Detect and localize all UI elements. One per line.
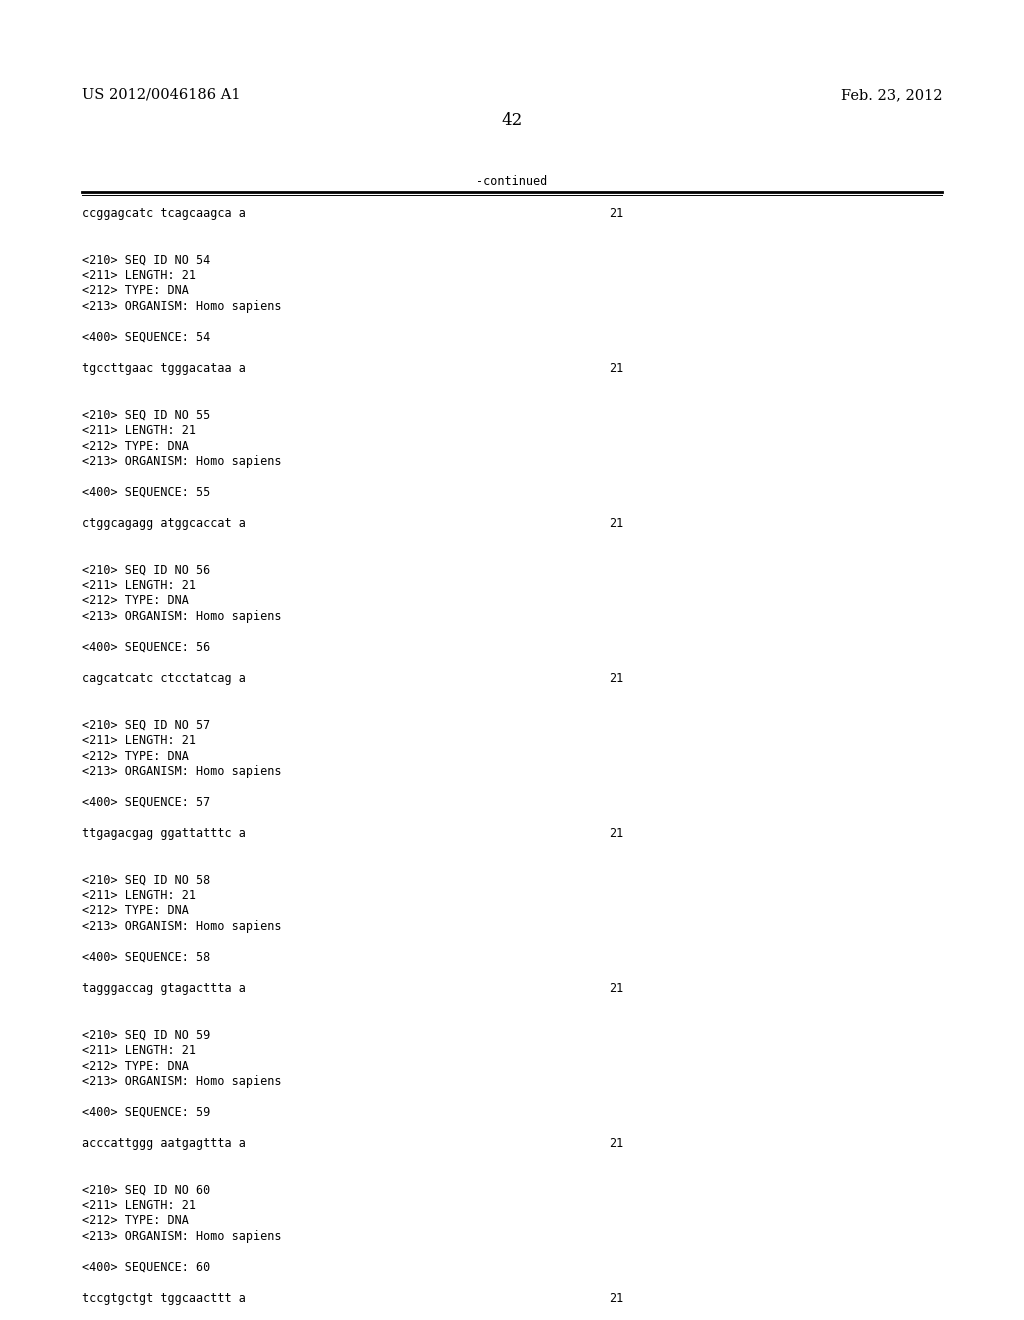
Text: <213> ORGANISM: Homo sapiens: <213> ORGANISM: Homo sapiens: [82, 1230, 282, 1243]
Text: 42: 42: [502, 112, 522, 129]
Text: <213> ORGANISM: Homo sapiens: <213> ORGANISM: Homo sapiens: [82, 300, 282, 313]
Text: <210> SEQ ID NO 59: <210> SEQ ID NO 59: [82, 1028, 210, 1041]
Text: ccggagcatc tcagcaagca a: ccggagcatc tcagcaagca a: [82, 207, 246, 220]
Text: <400> SEQUENCE: 59: <400> SEQUENCE: 59: [82, 1106, 210, 1119]
Text: US 2012/0046186 A1: US 2012/0046186 A1: [82, 88, 241, 102]
Text: 21: 21: [609, 1292, 624, 1305]
Text: <212> TYPE: DNA: <212> TYPE: DNA: [82, 594, 188, 607]
Text: 21: 21: [609, 1137, 624, 1150]
Text: <211> LENGTH: 21: <211> LENGTH: 21: [82, 1044, 196, 1057]
Text: tgccttgaac tgggacataa a: tgccttgaac tgggacataa a: [82, 362, 246, 375]
Text: ttgagacgag ggattatttc a: ttgagacgag ggattatttc a: [82, 828, 246, 840]
Text: <211> LENGTH: 21: <211> LENGTH: 21: [82, 1199, 196, 1212]
Text: <212> TYPE: DNA: <212> TYPE: DNA: [82, 904, 188, 917]
Text: <210> SEQ ID NO 55: <210> SEQ ID NO 55: [82, 408, 210, 421]
Text: <210> SEQ ID NO 54: <210> SEQ ID NO 54: [82, 253, 210, 267]
Text: <213> ORGANISM: Homo sapiens: <213> ORGANISM: Homo sapiens: [82, 766, 282, 777]
Text: <400> SEQUENCE: 60: <400> SEQUENCE: 60: [82, 1261, 210, 1274]
Text: Feb. 23, 2012: Feb. 23, 2012: [841, 88, 942, 102]
Text: <211> LENGTH: 21: <211> LENGTH: 21: [82, 734, 196, 747]
Text: acccattggg aatgagttta a: acccattggg aatgagttta a: [82, 1137, 246, 1150]
Text: <212> TYPE: DNA: <212> TYPE: DNA: [82, 1214, 188, 1228]
Text: <212> TYPE: DNA: <212> TYPE: DNA: [82, 440, 188, 453]
Text: <400> SEQUENCE: 57: <400> SEQUENCE: 57: [82, 796, 210, 809]
Text: <400> SEQUENCE: 54: <400> SEQUENCE: 54: [82, 331, 210, 345]
Text: <210> SEQ ID NO 56: <210> SEQ ID NO 56: [82, 564, 210, 577]
Text: <211> LENGTH: 21: <211> LENGTH: 21: [82, 888, 196, 902]
Text: tagggaccag gtagacttta a: tagggaccag gtagacttta a: [82, 982, 246, 995]
Text: 21: 21: [609, 982, 624, 995]
Text: <210> SEQ ID NO 58: <210> SEQ ID NO 58: [82, 874, 210, 887]
Text: <211> LENGTH: 21: <211> LENGTH: 21: [82, 579, 196, 591]
Text: <400> SEQUENCE: 56: <400> SEQUENCE: 56: [82, 642, 210, 653]
Text: 21: 21: [609, 517, 624, 531]
Text: 21: 21: [609, 207, 624, 220]
Text: <210> SEQ ID NO 60: <210> SEQ ID NO 60: [82, 1184, 210, 1196]
Text: <211> LENGTH: 21: <211> LENGTH: 21: [82, 269, 196, 282]
Text: <210> SEQ ID NO 57: <210> SEQ ID NO 57: [82, 718, 210, 731]
Text: <400> SEQUENCE: 55: <400> SEQUENCE: 55: [82, 486, 210, 499]
Text: ctggcagagg atggcaccat a: ctggcagagg atggcaccat a: [82, 517, 246, 531]
Text: 21: 21: [609, 828, 624, 840]
Text: <211> LENGTH: 21: <211> LENGTH: 21: [82, 424, 196, 437]
Text: <400> SEQUENCE: 58: <400> SEQUENCE: 58: [82, 950, 210, 964]
Text: cagcatcatc ctcctatcag a: cagcatcatc ctcctatcag a: [82, 672, 246, 685]
Text: <212> TYPE: DNA: <212> TYPE: DNA: [82, 285, 188, 297]
Text: <213> ORGANISM: Homo sapiens: <213> ORGANISM: Homo sapiens: [82, 920, 282, 933]
Text: <212> TYPE: DNA: <212> TYPE: DNA: [82, 1060, 188, 1072]
Text: <213> ORGANISM: Homo sapiens: <213> ORGANISM: Homo sapiens: [82, 455, 282, 469]
Text: -continued: -continued: [476, 176, 548, 187]
Text: <212> TYPE: DNA: <212> TYPE: DNA: [82, 750, 188, 763]
Text: <213> ORGANISM: Homo sapiens: <213> ORGANISM: Homo sapiens: [82, 1074, 282, 1088]
Text: <213> ORGANISM: Homo sapiens: <213> ORGANISM: Homo sapiens: [82, 610, 282, 623]
Text: 21: 21: [609, 672, 624, 685]
Text: tccgtgctgt tggcaacttt a: tccgtgctgt tggcaacttt a: [82, 1292, 246, 1305]
Text: 21: 21: [609, 362, 624, 375]
